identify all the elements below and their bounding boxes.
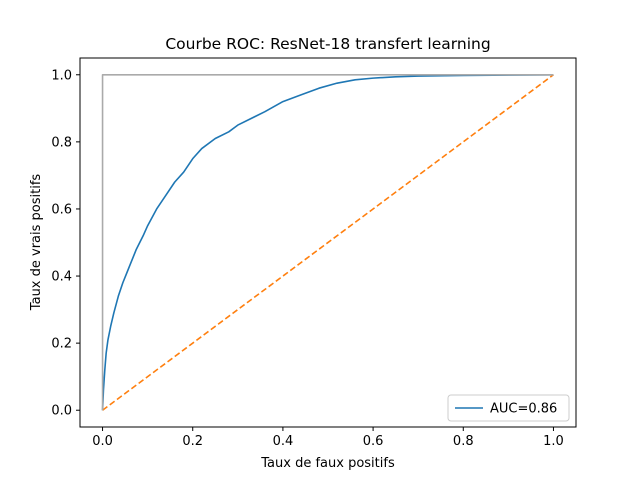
y-tick-label: 1.0 (51, 68, 72, 83)
chance-diagonal-line (102, 74, 554, 411)
x-tick-label: 1.0 (543, 434, 564, 449)
legend: AUC=0.86 (447, 394, 570, 422)
x-tick-label: 0.8 (453, 434, 474, 449)
x-tick-label: 0.4 (273, 434, 294, 449)
y-tick-label: 0.8 (51, 135, 72, 150)
y-tick-label: 0.0 (51, 404, 72, 419)
series-layer (101, 73, 554, 411)
ticks-layer: 0.0 0.2 0.4 0.6 0.8 1.0 0.0 0.2 0.4 0.6 0.8 1.0 (51, 68, 563, 449)
x-tick-label: 0.6 (363, 434, 384, 449)
axes-frame (79, 57, 577, 428)
roc-curve-line (101, 73, 554, 411)
y-tick-label: 0.4 (51, 270, 72, 285)
y-axis-label: Taux de vrais positifs (29, 174, 44, 312)
x-tick-label: 0.2 (182, 434, 203, 449)
chart-title: Courbe ROC: ResNet-18 transfert learning (165, 35, 490, 53)
perfect-classifier-line (101, 73, 554, 411)
y-tick-label: 0.6 (51, 202, 72, 217)
legend-label: AUC=0.86 (490, 402, 557, 417)
x-axis-label: Taux de faux positifs (260, 456, 395, 471)
y-tick-label: 0.2 (51, 337, 72, 352)
x-tick-label: 0.0 (92, 434, 113, 449)
legend-box (447, 394, 570, 422)
